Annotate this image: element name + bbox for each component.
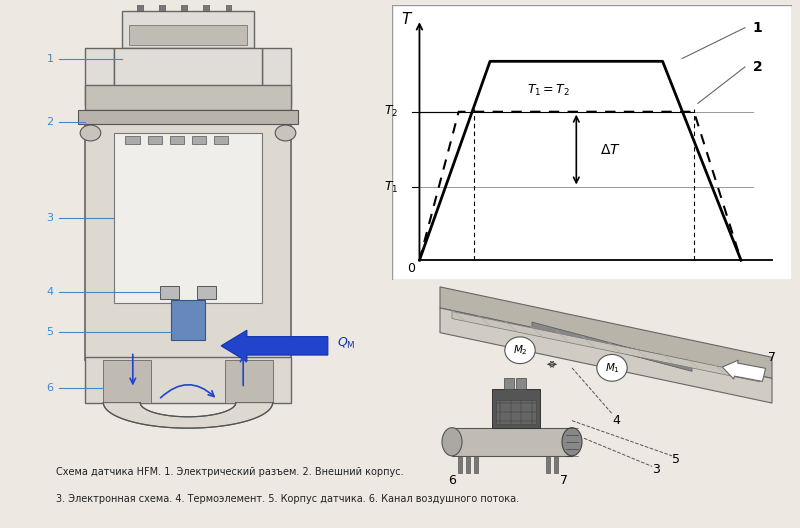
Bar: [262, 48, 291, 105]
Bar: [103, 360, 151, 402]
Bar: [85, 119, 291, 360]
Text: 1: 1: [753, 21, 762, 35]
Circle shape: [505, 337, 535, 364]
Text: $T_1=T_2$: $T_1=T_2$: [527, 83, 570, 98]
Text: $T_1$: $T_1$: [383, 180, 398, 195]
Text: 4: 4: [612, 414, 620, 427]
Text: $\Delta T$: $\Delta T$: [600, 143, 621, 157]
Bar: [85, 84, 291, 110]
Polygon shape: [452, 428, 572, 456]
Text: 5: 5: [46, 327, 54, 337]
Bar: [78, 110, 298, 125]
Bar: [554, 456, 558, 474]
Text: 3: 3: [46, 213, 54, 223]
Bar: [458, 456, 462, 474]
Bar: [192, 136, 206, 144]
Bar: [171, 300, 205, 340]
Text: $Q_{\rm M}$: $Q_{\rm M}$: [337, 335, 355, 351]
Ellipse shape: [442, 428, 462, 456]
Text: $T_2$: $T_2$: [384, 104, 398, 119]
Text: Схема датчика HFM. 1. Электрический разъем. 2. Внешний корпус.: Схема датчика HFM. 1. Электрический разъ…: [56, 467, 404, 477]
Text: T: T: [401, 12, 410, 27]
Text: 3. Электронная схема. 4. Термоэлемент. 5. Корпус датчика. 6. Канал воздушного по: 3. Электронная схема. 4. Термоэлемент. 5…: [56, 494, 519, 504]
Bar: [466, 456, 470, 474]
Text: $M_2$: $M_2$: [513, 343, 527, 357]
Bar: [226, 0, 231, 11]
Text: 6: 6: [448, 474, 456, 487]
Bar: [516, 379, 526, 389]
Text: 6: 6: [46, 383, 54, 393]
Text: 2: 2: [753, 60, 762, 74]
Text: 7: 7: [768, 351, 776, 364]
Polygon shape: [440, 308, 772, 403]
FancyArrow shape: [722, 360, 766, 381]
Text: $M_1$: $M_1$: [605, 361, 619, 375]
Bar: [225, 360, 273, 402]
Circle shape: [275, 125, 296, 141]
Bar: [170, 136, 184, 144]
Bar: [85, 357, 291, 402]
Text: 3: 3: [652, 464, 660, 476]
Bar: [203, 0, 210, 11]
Bar: [122, 11, 254, 48]
Polygon shape: [452, 312, 760, 382]
Polygon shape: [103, 402, 273, 428]
Text: 4: 4: [46, 287, 54, 297]
Text: 2: 2: [46, 117, 54, 127]
Bar: [496, 400, 536, 424]
Bar: [159, 0, 165, 11]
Bar: [114, 48, 262, 90]
Bar: [474, 456, 478, 474]
Bar: [214, 136, 229, 144]
Bar: [160, 286, 179, 299]
Bar: [492, 389, 540, 428]
Text: 0: 0: [408, 262, 416, 275]
Bar: [85, 48, 114, 105]
Bar: [504, 379, 514, 389]
Ellipse shape: [562, 428, 582, 456]
Bar: [126, 136, 140, 144]
Bar: [114, 133, 262, 303]
Bar: [138, 0, 143, 11]
Text: 7: 7: [560, 474, 568, 487]
Circle shape: [597, 354, 627, 381]
Polygon shape: [440, 287, 772, 379]
Bar: [182, 0, 187, 11]
Bar: [147, 136, 162, 144]
Circle shape: [80, 125, 101, 141]
Bar: [198, 286, 216, 299]
Text: 1: 1: [46, 54, 54, 64]
Bar: [546, 456, 550, 474]
Polygon shape: [532, 322, 692, 371]
Text: 5: 5: [672, 453, 680, 466]
Bar: [129, 25, 247, 45]
FancyArrow shape: [221, 330, 328, 362]
